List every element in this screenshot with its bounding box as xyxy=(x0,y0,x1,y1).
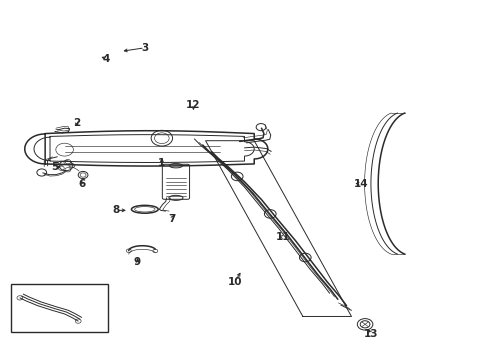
Text: 7: 7 xyxy=(167,214,175,224)
Text: 14: 14 xyxy=(353,179,368,189)
Text: 4: 4 xyxy=(102,54,109,64)
Text: 12: 12 xyxy=(186,100,200,110)
Text: 2: 2 xyxy=(73,118,80,128)
Text: 1: 1 xyxy=(158,158,165,168)
Text: 8: 8 xyxy=(112,205,119,215)
Text: 9: 9 xyxy=(134,257,141,267)
Text: 10: 10 xyxy=(227,277,242,287)
Bar xyxy=(11,284,108,332)
Text: 6: 6 xyxy=(78,179,85,189)
Text: 5: 5 xyxy=(51,162,59,172)
Text: 11: 11 xyxy=(276,232,290,242)
Text: 3: 3 xyxy=(141,43,148,53)
Text: 13: 13 xyxy=(363,329,377,339)
